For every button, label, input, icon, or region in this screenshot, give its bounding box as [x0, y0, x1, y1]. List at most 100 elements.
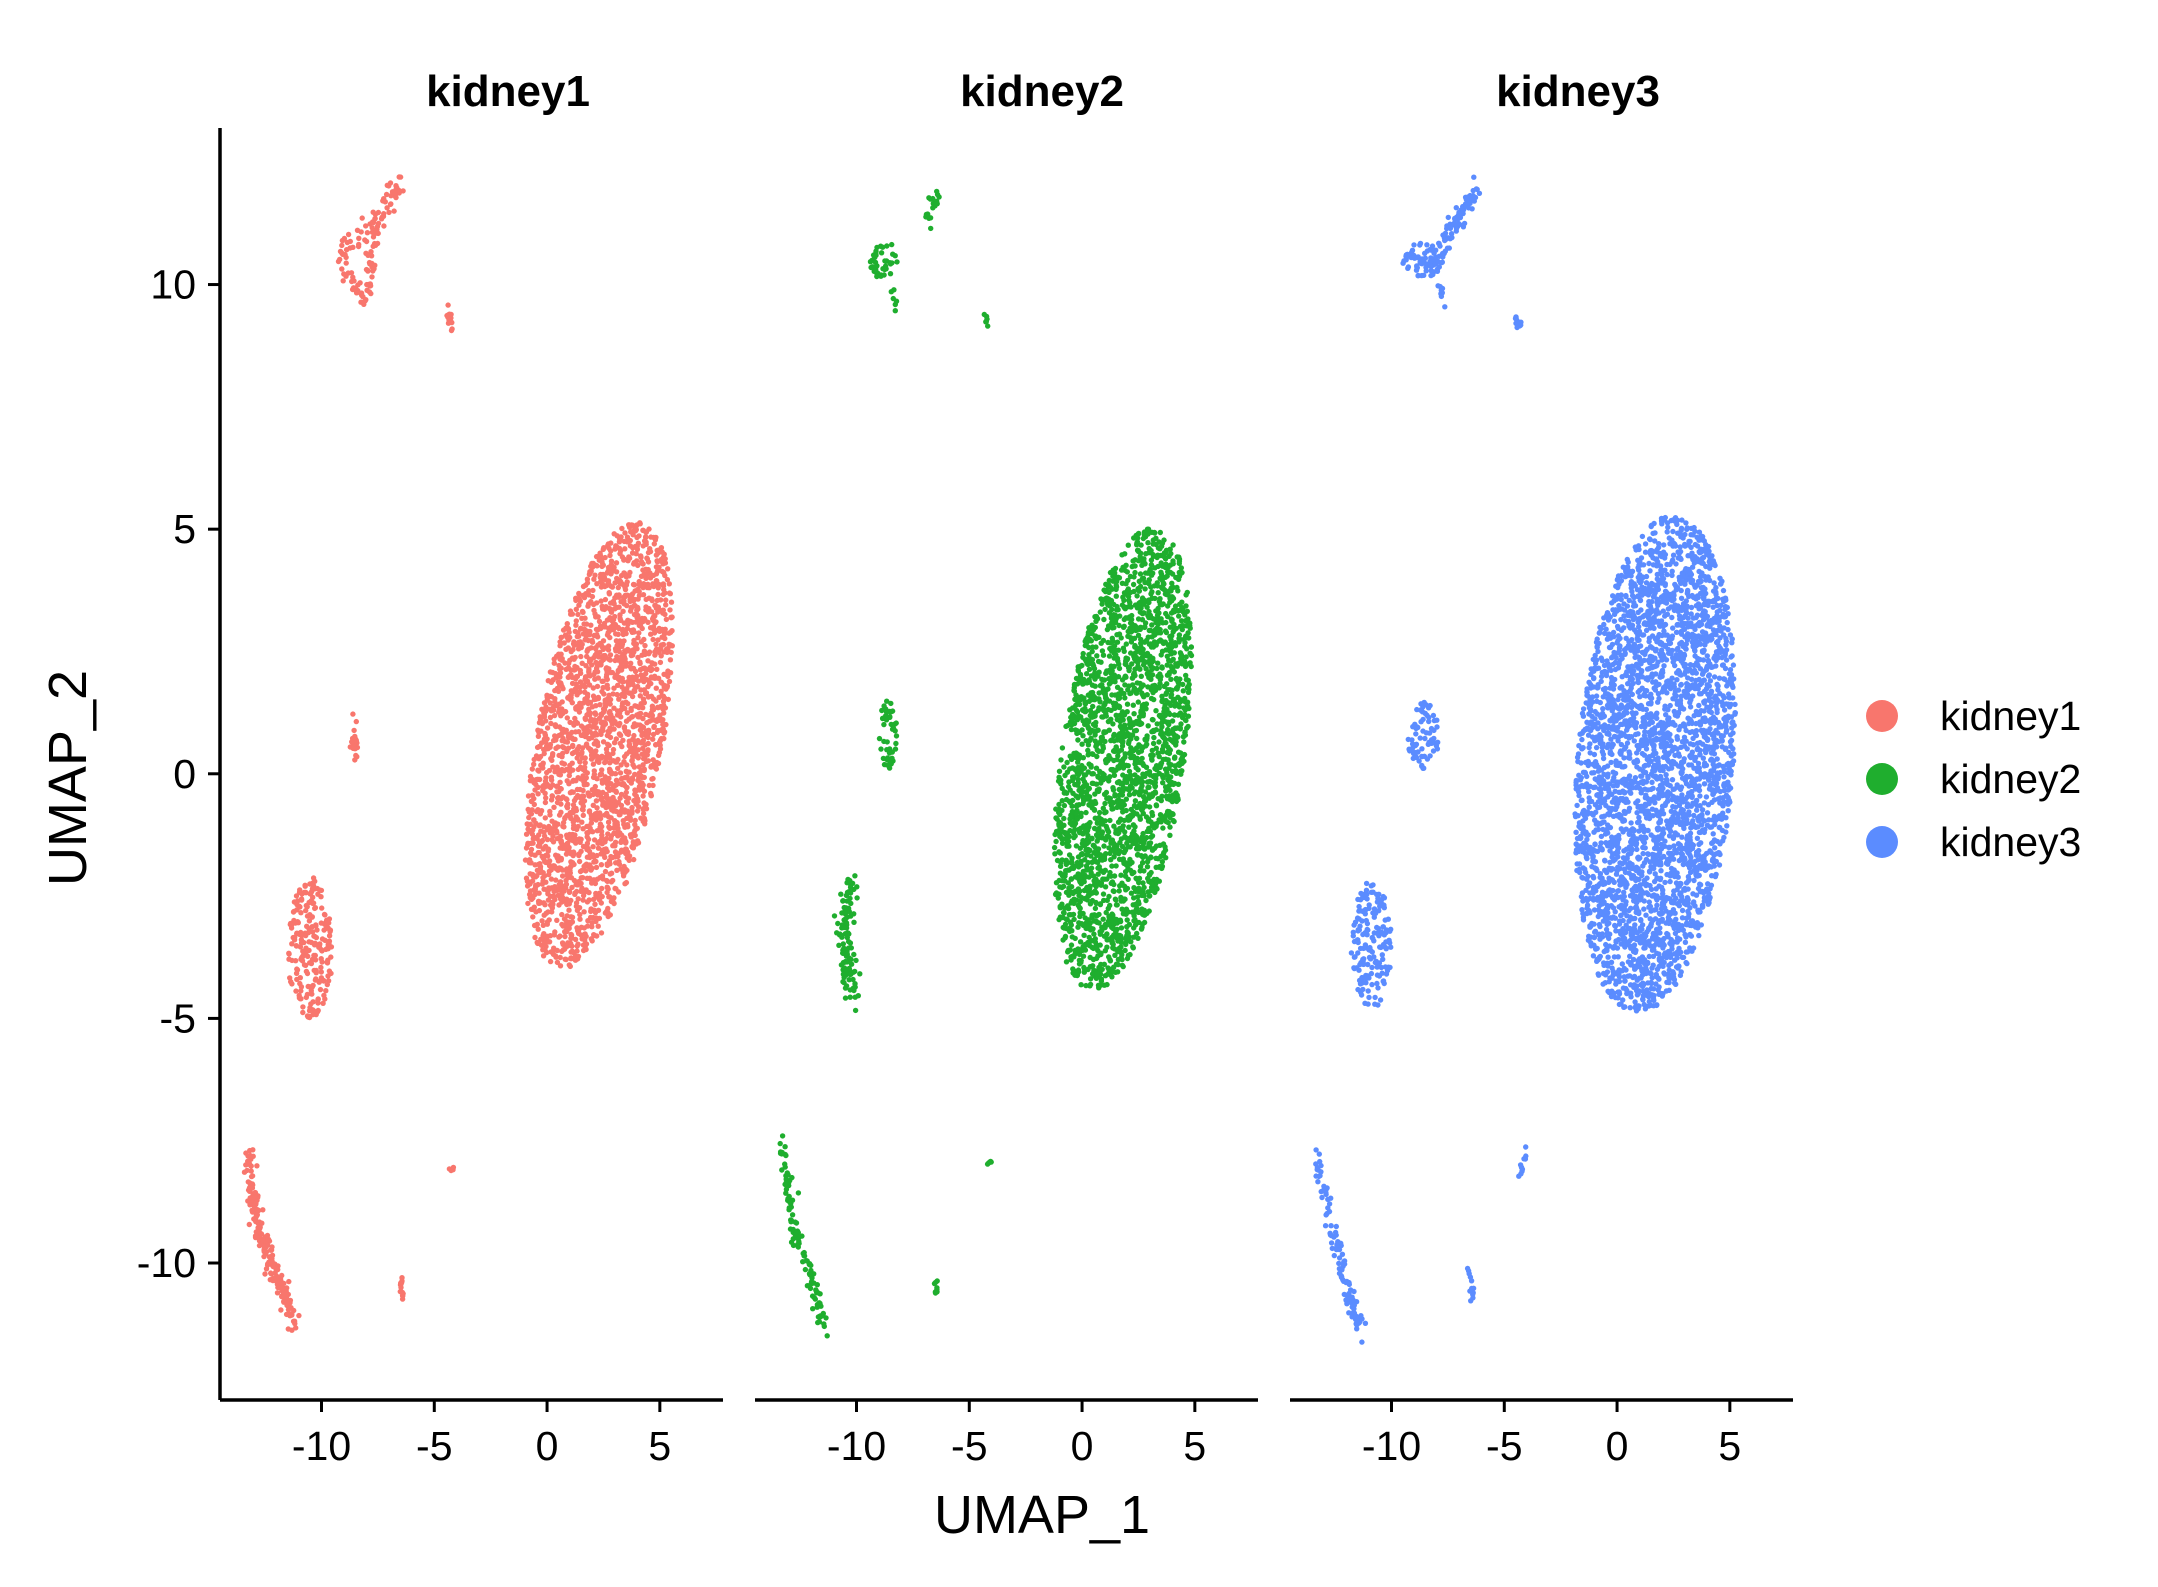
data-point [787, 1199, 793, 1206]
data-point [607, 634, 613, 641]
data-point [382, 199, 388, 205]
data-point [1074, 782, 1081, 788]
data-point [607, 725, 613, 731]
data-point [1075, 737, 1081, 743]
data-point [1168, 616, 1174, 622]
data-point [636, 630, 642, 636]
data-point [352, 746, 358, 752]
data-point [568, 914, 574, 920]
data-point [278, 1285, 284, 1291]
data-point [553, 954, 559, 960]
data-point [280, 1290, 287, 1297]
data-point [293, 943, 300, 949]
data-point [534, 867, 541, 873]
data-point [578, 653, 584, 660]
data-point [573, 606, 579, 612]
data-point [599, 644, 605, 650]
data-point [890, 251, 896, 257]
data-point [884, 739, 890, 745]
data-point [532, 934, 538, 941]
data-point [640, 762, 646, 768]
data-point [589, 880, 595, 886]
data-point [589, 920, 595, 926]
data-point [603, 746, 610, 752]
data-point [1125, 542, 1132, 548]
data-point [260, 1207, 266, 1213]
data-point [1130, 945, 1137, 951]
data-point [1103, 711, 1109, 717]
data-point [586, 897, 592, 903]
data-point [547, 958, 554, 965]
data-point [600, 725, 606, 731]
facet-title-kidney1: kidney1 [426, 67, 590, 116]
data-point [547, 812, 553, 818]
data-point [788, 1219, 794, 1225]
data-point [1116, 888, 1122, 894]
data-point [625, 808, 631, 814]
data-point [622, 546, 628, 552]
data-point [605, 819, 612, 825]
data-point [292, 1320, 298, 1327]
data-point [551, 656, 557, 662]
data-point [633, 524, 639, 530]
data-point [304, 904, 310, 910]
data-point [548, 777, 555, 783]
data-point [548, 876, 555, 882]
data-point [855, 993, 861, 999]
data-point [801, 1253, 808, 1259]
data-point [653, 552, 660, 558]
data-point [593, 696, 599, 702]
data-point [644, 556, 651, 562]
data-point [611, 740, 618, 746]
data-point [643, 596, 649, 603]
data-point [561, 640, 567, 646]
data-point [599, 885, 605, 892]
cluster-kidney1-3 [347, 711, 361, 763]
data-point [365, 268, 371, 274]
data-point [655, 591, 661, 598]
data-point [622, 793, 629, 800]
data-point [884, 755, 891, 761]
data-point [628, 834, 634, 840]
data-point [540, 846, 546, 852]
data-point [577, 689, 583, 695]
data-point [605, 909, 611, 916]
data-point [589, 704, 596, 710]
data-point [1132, 798, 1139, 804]
data-point [559, 840, 565, 847]
data-point [648, 792, 654, 799]
data-point [551, 712, 558, 719]
data-point [628, 745, 634, 751]
data-point [887, 271, 894, 277]
data-point [1052, 831, 1058, 838]
data-point [893, 740, 899, 747]
data-point [588, 568, 594, 574]
data-point [1148, 834, 1154, 840]
data-point [547, 706, 553, 712]
data-point [1062, 935, 1068, 941]
data-point [626, 555, 633, 561]
data-point [590, 761, 597, 767]
data-point [579, 641, 585, 648]
data-point [613, 648, 619, 654]
data-point [526, 814, 532, 821]
data-point [531, 761, 537, 767]
data-point [1103, 670, 1109, 676]
data-point [568, 671, 574, 678]
data-point [581, 682, 587, 688]
data-point [566, 907, 572, 913]
data-point [852, 873, 858, 879]
data-point [548, 755, 554, 762]
data-point [1145, 540, 1151, 546]
data-point [637, 618, 643, 624]
data-point [557, 643, 563, 649]
data-point [1061, 764, 1067, 770]
data-point [615, 853, 621, 860]
data-point [548, 826, 554, 832]
data-point [1122, 751, 1128, 757]
data-point [298, 897, 304, 903]
data-point [580, 843, 587, 850]
data-point [600, 562, 606, 568]
data-point [326, 938, 333, 944]
data-point [579, 800, 586, 807]
